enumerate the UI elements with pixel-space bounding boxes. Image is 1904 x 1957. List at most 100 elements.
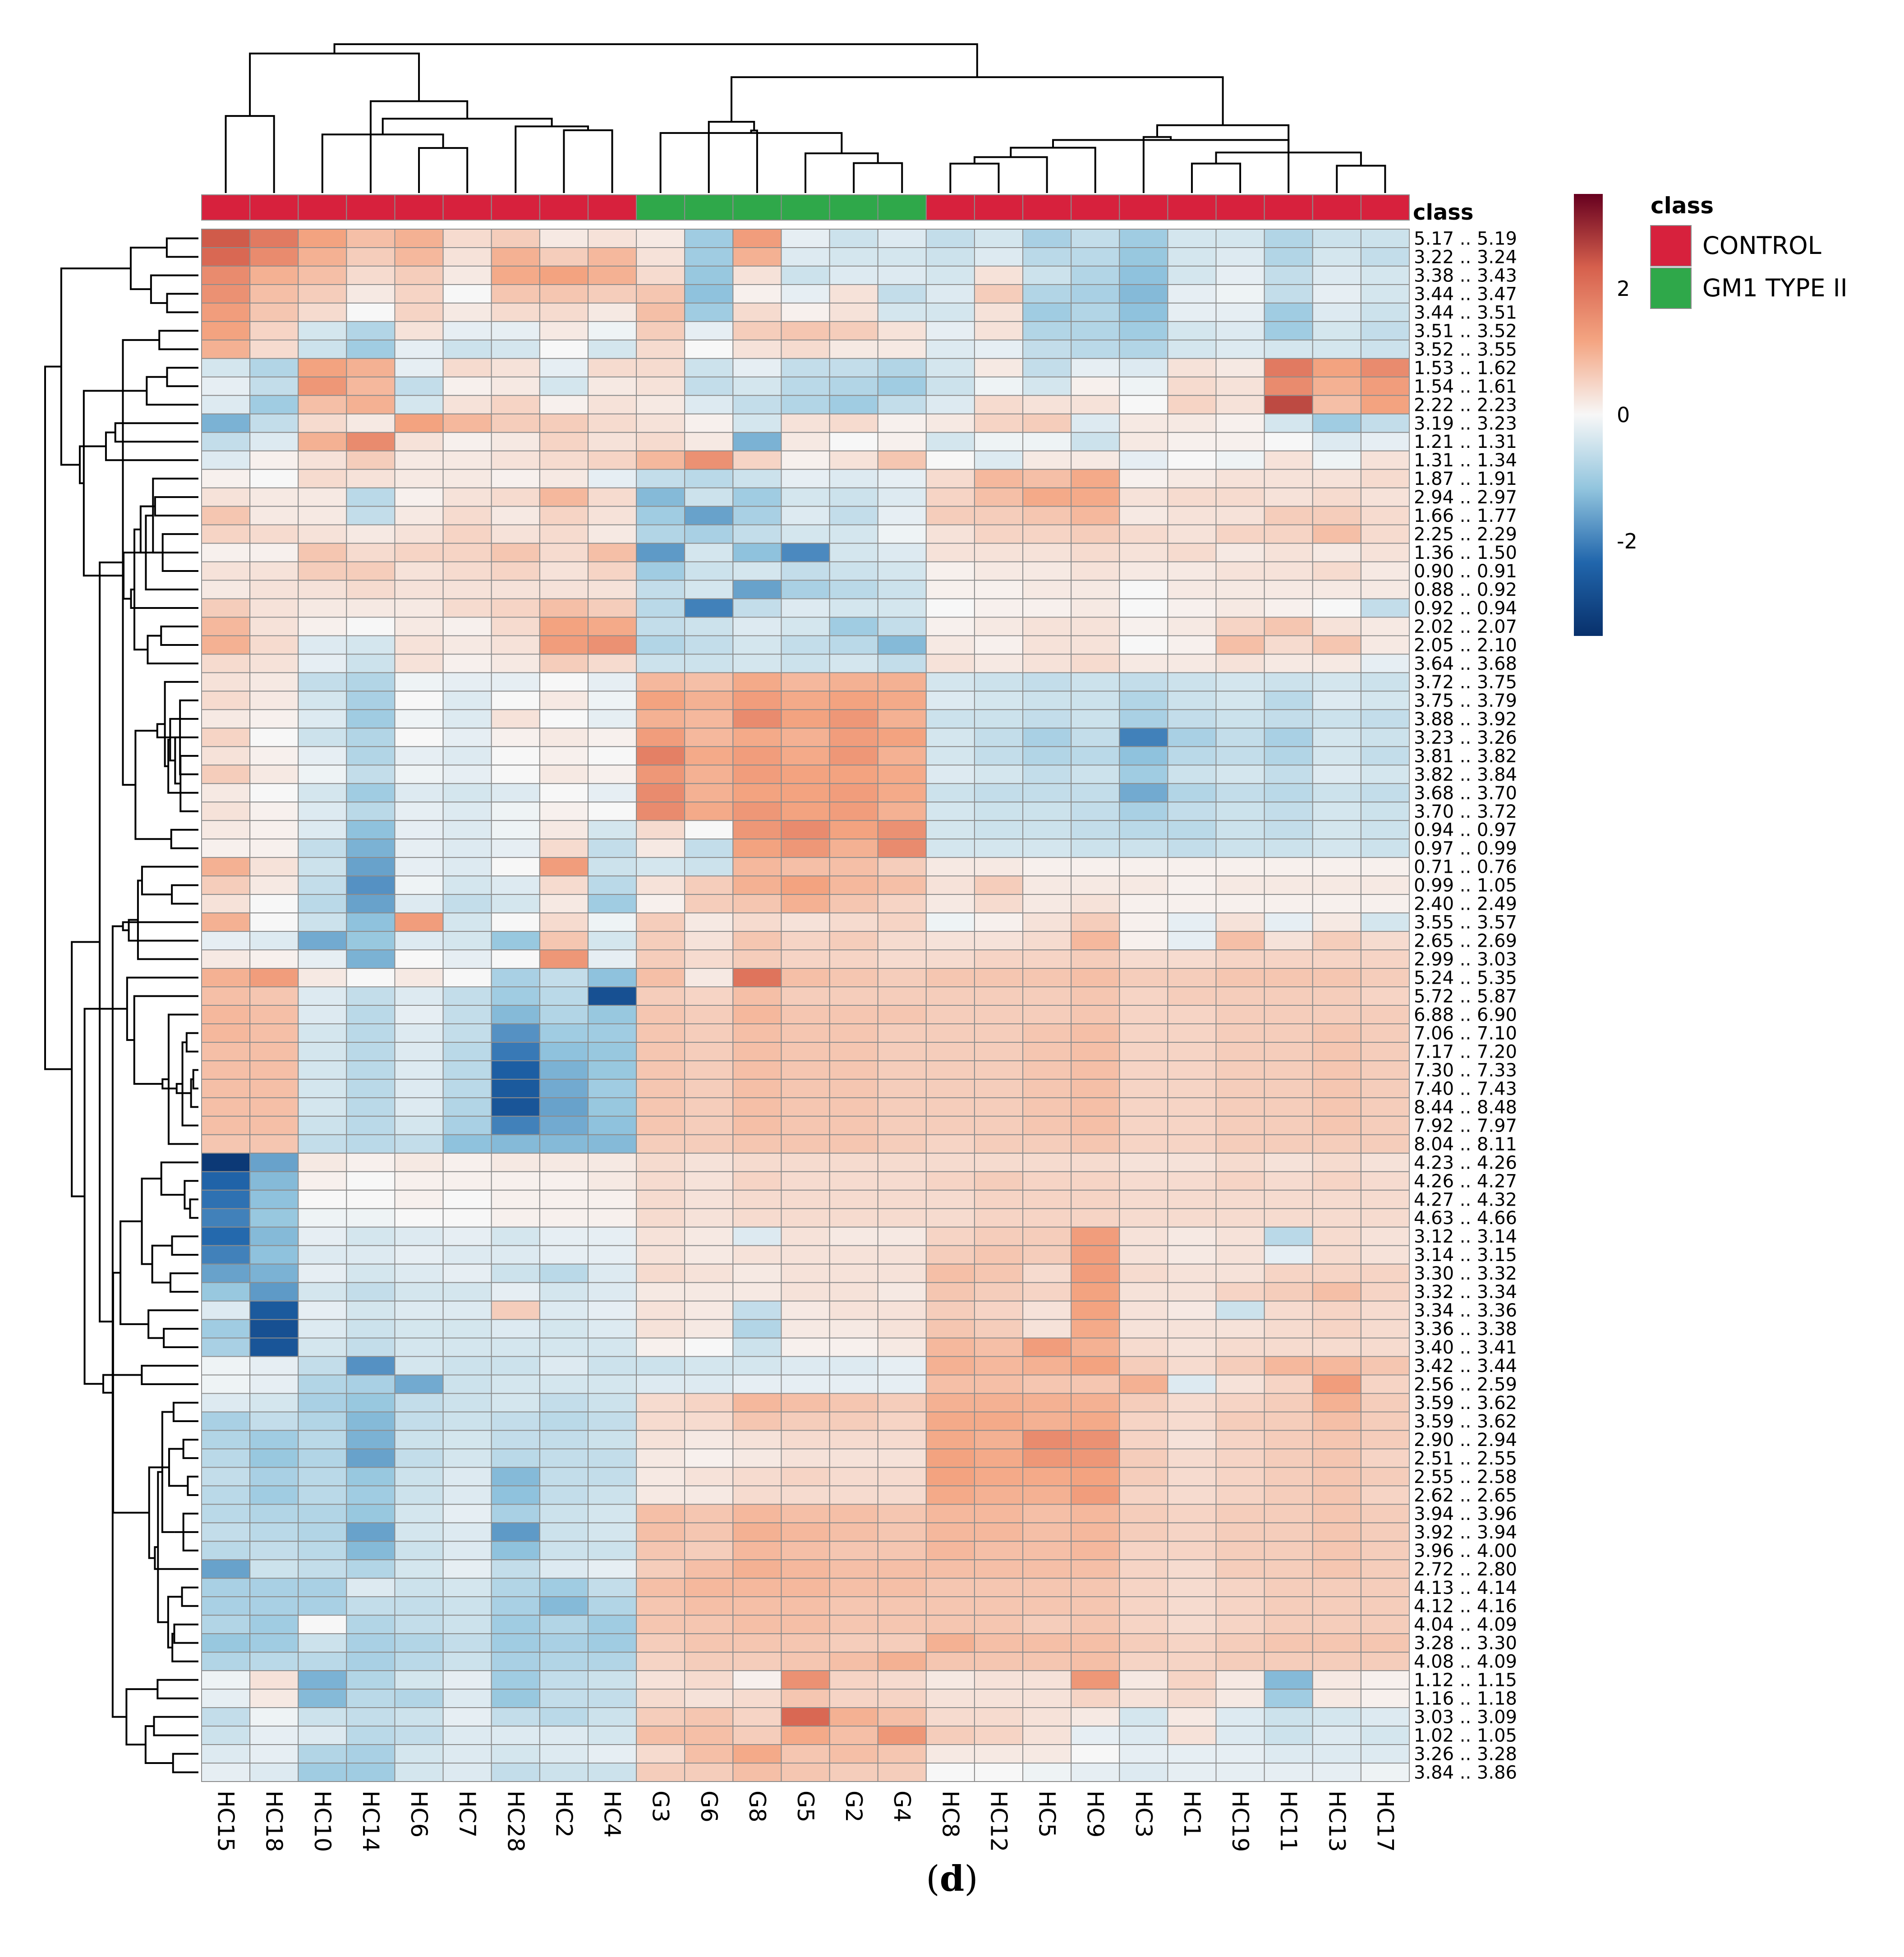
heatmap-cell: [1119, 1097, 1168, 1117]
dendrogram-branch: [1336, 165, 1386, 193]
heatmap-cell: [636, 728, 685, 747]
heatmap-cell: [636, 617, 685, 636]
heatmap-cell: [1022, 1467, 1072, 1487]
heatmap-cell: [201, 1282, 251, 1302]
heatmap-cell: [201, 229, 251, 248]
heatmap-cell: [1264, 265, 1313, 285]
heatmap-cell: [1312, 949, 1361, 969]
heatmap-cell: [925, 1763, 975, 1782]
heatmap-cell: [925, 912, 975, 932]
heatmap-cell: [587, 968, 637, 988]
row-label: 2.65 .. 2.69: [1414, 931, 1517, 952]
heatmap-cell: [491, 1134, 540, 1154]
heatmap-cell: [1215, 1467, 1265, 1487]
heatmap-cell: [346, 1171, 396, 1191]
heatmap-cell: [829, 229, 878, 248]
heatmap-cell: [491, 1448, 540, 1468]
heatmap-cell: [732, 487, 782, 507]
heatmap-cell: [1071, 1689, 1120, 1708]
row-label: 3.64 .. 3.68: [1414, 654, 1517, 674]
row-label: 3.19 .. 3.23: [1414, 413, 1517, 434]
heatmap-cell: [684, 321, 734, 341]
heatmap-cell: [1022, 1763, 1072, 1782]
dendrogram-branch: [83, 390, 147, 577]
heatmap-cell: [684, 358, 734, 378]
heatmap-cell: [974, 1522, 1024, 1542]
dendrogram-branch: [730, 76, 1224, 125]
heatmap-cell: [539, 912, 589, 932]
heatmap-cell: [394, 376, 444, 396]
heatmap-cell: [394, 339, 444, 359]
heatmap-cell: [974, 875, 1024, 895]
heatmap-cell: [1264, 229, 1313, 248]
heatmap-cell: [1022, 1504, 1072, 1524]
heatmap-cell: [1071, 339, 1120, 359]
heatmap-cell: [636, 598, 685, 618]
heatmap-cell: [249, 1670, 299, 1690]
heatmap-cell: [442, 820, 492, 840]
dendrogram-branch: [150, 274, 198, 304]
heatmap-cell: [394, 746, 444, 766]
heatmap-cell: [974, 1670, 1024, 1690]
heatmap-cell: [829, 1763, 878, 1782]
heatmap-cell: [201, 949, 251, 969]
heatmap-cell: [1119, 598, 1168, 618]
heatmap-cell: [877, 1596, 927, 1616]
dendrogram-branch: [156, 723, 198, 738]
heatmap-cell: [442, 580, 492, 599]
heatmap-cell: [1360, 1152, 1410, 1172]
heatmap-cell: [974, 1226, 1024, 1246]
heatmap-cell: [829, 1060, 878, 1080]
heatmap-cell: [298, 1615, 347, 1635]
heatmap-cell: [732, 1596, 782, 1616]
heatmap-cell: [877, 321, 927, 341]
column-label: HC9: [1082, 1791, 1108, 1837]
heatmap-cell: [1167, 635, 1217, 655]
heatmap-cell: [491, 1300, 540, 1320]
heatmap-cell: [1360, 339, 1410, 359]
heatmap-cell: [1167, 801, 1217, 821]
heatmap-cell: [539, 432, 589, 451]
heatmap-cell: [781, 1744, 830, 1764]
heatmap-cell: [249, 413, 299, 433]
heatmap-cell: [1215, 1504, 1265, 1524]
heatmap-cell: [1215, 1245, 1265, 1265]
heatmap-cell: [1264, 1005, 1313, 1024]
heatmap-cell: [1022, 1485, 1072, 1505]
heatmap-cell: [1360, 1430, 1410, 1450]
heatmap-cell: [1215, 247, 1265, 267]
heatmap-cell: [298, 1023, 347, 1043]
heatmap-cell: [1360, 247, 1410, 267]
heatmap-cell: [781, 912, 830, 932]
dendrogram-branch: [83, 1008, 127, 1385]
heatmap-cell: [1119, 395, 1168, 414]
row-label: 4.26 .. 4.27: [1414, 1171, 1517, 1192]
heatmap-cell: [1167, 1411, 1217, 1431]
row-label: 2.90 .. 2.94: [1414, 1430, 1517, 1450]
heatmap-cell: [684, 561, 734, 581]
heatmap-cell: [201, 1152, 251, 1172]
heatmap-cell: [201, 1578, 251, 1598]
heatmap-cell: [636, 1023, 685, 1043]
heatmap-cell: [1264, 709, 1313, 729]
heatmap-cell: [877, 432, 927, 451]
heatmap-cell: [491, 432, 540, 451]
heatmap-cell: [587, 1134, 637, 1154]
heatmap-cell: [877, 986, 927, 1006]
heatmap-cell: [732, 875, 782, 895]
heatmap-cell: [684, 875, 734, 895]
heatmap-cell: [1264, 1134, 1313, 1154]
heatmap-cell: [1312, 1763, 1361, 1782]
heatmap-cell: [298, 1596, 347, 1616]
heatmap-cell: [201, 1319, 251, 1339]
heatmap-cell: [829, 1078, 878, 1098]
heatmap-cell: [491, 875, 540, 895]
heatmap-cell: [1360, 358, 1410, 378]
heatmap-cell: [1167, 1208, 1217, 1228]
heatmap-cell: [781, 1078, 830, 1098]
heatmap-cell: [1312, 580, 1361, 599]
heatmap-cell: [636, 1393, 685, 1413]
heatmap-cell: [249, 1245, 299, 1265]
heatmap-cell: [394, 728, 444, 747]
heatmap-cell: [1071, 450, 1120, 470]
